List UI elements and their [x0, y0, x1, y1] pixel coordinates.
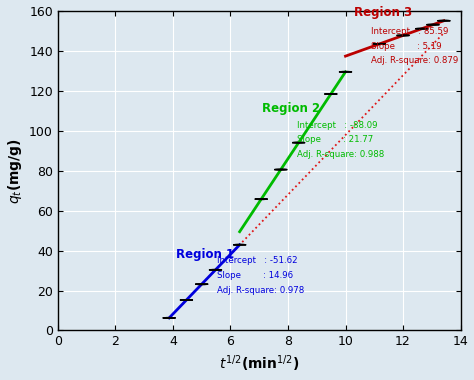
Text: Intercept   : -88.09
Slope        : 21.77
Adj. R-square: 0.988: Intercept : -88.09 Slope : 21.77 Adj. R-… [297, 121, 384, 159]
Circle shape [325, 93, 337, 95]
Wedge shape [195, 284, 201, 285]
Wedge shape [325, 93, 331, 95]
Circle shape [415, 28, 428, 29]
Y-axis label: $q_t$(mg/g): $q_t$(mg/g) [6, 138, 24, 204]
Wedge shape [373, 43, 380, 44]
Wedge shape [339, 71, 346, 72]
Circle shape [274, 169, 287, 170]
Circle shape [427, 24, 439, 25]
Circle shape [255, 199, 267, 200]
Circle shape [180, 299, 193, 301]
Circle shape [397, 35, 410, 36]
Text: Region 3: Region 3 [354, 6, 412, 19]
Circle shape [209, 269, 222, 270]
Wedge shape [397, 35, 403, 36]
Circle shape [195, 284, 208, 285]
Wedge shape [274, 169, 281, 170]
Wedge shape [292, 142, 299, 143]
Wedge shape [209, 269, 216, 270]
Circle shape [292, 142, 305, 143]
Circle shape [233, 244, 246, 245]
X-axis label: $t^{1/2}$(min$^{1/2}$): $t^{1/2}$(min$^{1/2}$) [219, 354, 300, 374]
Text: Region 1: Region 1 [176, 248, 234, 261]
Text: Region 2: Region 2 [262, 102, 320, 115]
Wedge shape [427, 24, 433, 25]
Circle shape [163, 317, 175, 318]
Wedge shape [415, 28, 422, 29]
Wedge shape [180, 299, 186, 301]
Circle shape [373, 43, 386, 44]
Wedge shape [255, 199, 261, 200]
Text: Intercept   : 85.59
Slope        : 5.19
Adj. R-square: 0.879: Intercept : 85.59 Slope : 5.19 Adj. R-sq… [372, 27, 459, 65]
Wedge shape [163, 317, 169, 318]
Circle shape [438, 20, 450, 21]
Wedge shape [233, 244, 240, 245]
Circle shape [339, 71, 352, 72]
Wedge shape [438, 20, 444, 21]
Text: Intercept   : -51.62
Slope        : 14.96
Adj. R-square: 0.978: Intercept : -51.62 Slope : 14.96 Adj. R-… [218, 256, 305, 294]
